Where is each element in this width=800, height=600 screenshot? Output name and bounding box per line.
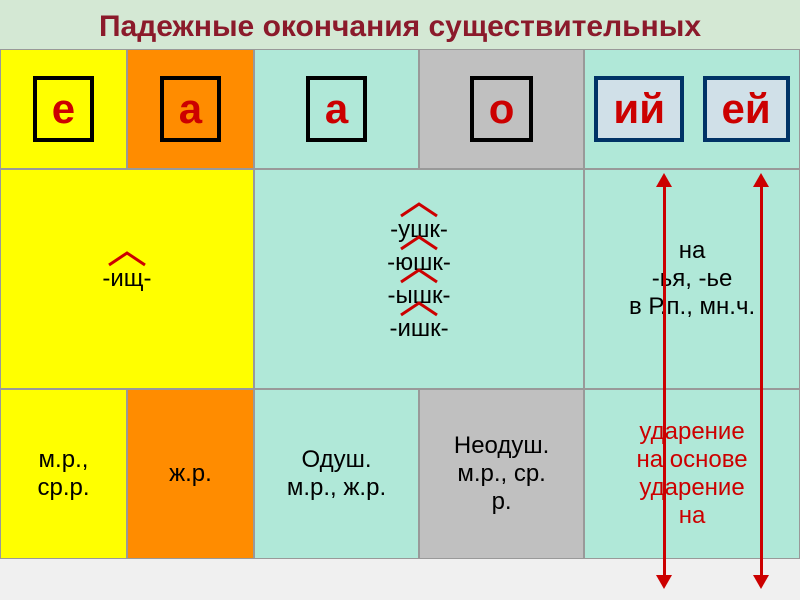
arrow-head-icon <box>656 173 672 187</box>
gender-cell-zhr: ж.р. <box>127 389 254 559</box>
stress-cell: ударение на основе ударение на <box>584 389 800 559</box>
ending-box-e: е <box>33 76 94 142</box>
caret-icon <box>399 235 439 251</box>
animacy-label: Неодуш. <box>454 432 549 460</box>
animacy-label: м.р., ж.р. <box>287 474 386 502</box>
stress-label: ударение <box>639 474 744 502</box>
arrow-head-icon <box>753 575 769 589</box>
context-cell-rp: на -ья, -ье в Р.п., мн.ч. <box>584 169 800 389</box>
gender-cell-mr-sr: м.р., ср.р. <box>0 389 127 559</box>
header-cell-a2: а <box>254 49 419 169</box>
caret-icon <box>399 301 439 317</box>
animacy-label: м.р., ср. <box>457 460 546 488</box>
ending-box-ej: ей <box>703 76 790 142</box>
suffix-text: -ишк- <box>389 315 448 342</box>
gender-label: ср.р. <box>37 474 89 502</box>
stress-label: на <box>679 502 706 530</box>
ending-box-a1: а <box>160 76 221 142</box>
stress-label: на основе <box>637 446 748 474</box>
arrow-head-icon <box>656 575 672 589</box>
caret-icon <box>399 202 439 218</box>
animacy-label: Одуш. <box>301 446 371 474</box>
ending-box-ij: ий <box>594 76 684 142</box>
animacy-cell-neodush: Неодуш. м.р., ср. р. <box>419 389 584 559</box>
stress-label: ударение <box>639 418 744 446</box>
caret-icon <box>399 268 439 284</box>
page-title: Падежные окончания существительных <box>0 0 800 49</box>
animacy-cell-odush: Одуш. м.р., ж.р. <box>254 389 419 559</box>
suffix-ishk: -ишк- <box>389 315 448 343</box>
arrow-line-2 <box>760 183 763 578</box>
gender-label: ж.р. <box>169 460 212 488</box>
header-cell-a1: а <box>127 49 254 169</box>
arrow-line-1 <box>663 183 666 578</box>
animacy-label: р. <box>492 488 512 516</box>
arrow-head-icon <box>753 173 769 187</box>
header-cell-ij-ej: ий ей <box>584 49 800 169</box>
ending-box-a2: а <box>306 76 367 142</box>
suffix-ishch: -ищ- <box>102 265 151 293</box>
suffix-text: -ищ- <box>102 265 151 292</box>
context-line: на <box>679 237 706 265</box>
header-cell-e: е <box>0 49 127 169</box>
header-cell-o: о <box>419 49 584 169</box>
grammar-table: е а а о ий ей -ищ- -ушк- -юшк- -ышк- <box>0 49 800 559</box>
context-line: в Р.п., мн.ч. <box>629 293 755 321</box>
suffix-cell-ushk: -ушк- -юшк- -ышк- -ишк- <box>254 169 584 389</box>
ending-box-o: о <box>470 76 534 142</box>
caret-icon <box>107 251 147 267</box>
suffix-cell-ishch: -ищ- <box>0 169 254 389</box>
gender-label: м.р., <box>39 446 89 474</box>
